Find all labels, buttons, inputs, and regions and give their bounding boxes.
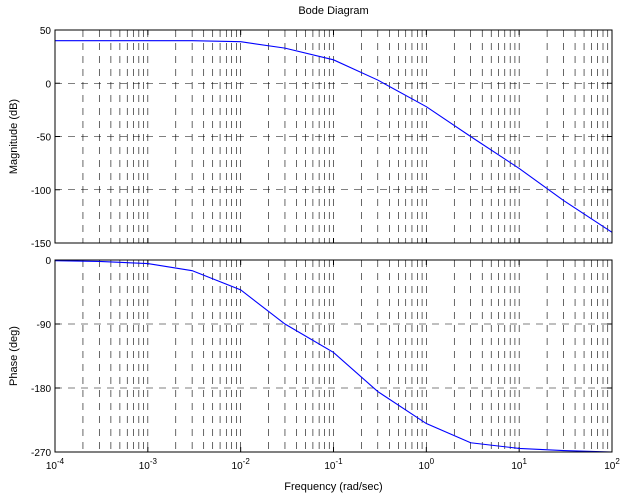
x-tick-label: 102 [604, 457, 620, 472]
x-tick-label: 10-1 [324, 457, 343, 472]
y-tick-label: 50 [40, 26, 52, 37]
x-tick-label: 10-4 [46, 457, 65, 472]
chart-panel-0: 50 0 -50 -100 -150 Magnitude (dB) Bode Diagram [8, 5, 613, 250]
x-tick-label: 10-2 [232, 457, 251, 472]
y-tick-label: -100 [31, 186, 51, 197]
series-line [54, 260, 613, 453]
y-tick-label: -270 [31, 448, 51, 459]
y-tick-label: 0 [45, 79, 51, 90]
y-tick-label: -180 [31, 384, 51, 395]
chart-title: Bode Diagram [298, 5, 368, 17]
y-tick-label: -150 [31, 239, 51, 250]
y-tick-label: 0 [45, 256, 51, 267]
chart-panel-1: 0 -90 -180 -270 Phase (deg) 10-4 10-3 10-2 10-1 1… [8, 256, 620, 493]
x-tick-label: 101 [511, 457, 527, 472]
y-tick-label: -90 [37, 320, 52, 331]
series-line [55, 40, 613, 233]
x-tick-label: 100 [419, 457, 435, 472]
y-tick-label: -50 [37, 133, 52, 144]
y-axis-title: Magnitude (dB) [8, 99, 20, 174]
axes-frame [54, 259, 613, 453]
y-axis-title: Phase (deg) [8, 326, 20, 386]
x-axis-title: Frequency (rad/sec) [284, 481, 382, 493]
x-tick-label: 10-3 [139, 457, 158, 472]
axes-frame [54, 29, 613, 244]
